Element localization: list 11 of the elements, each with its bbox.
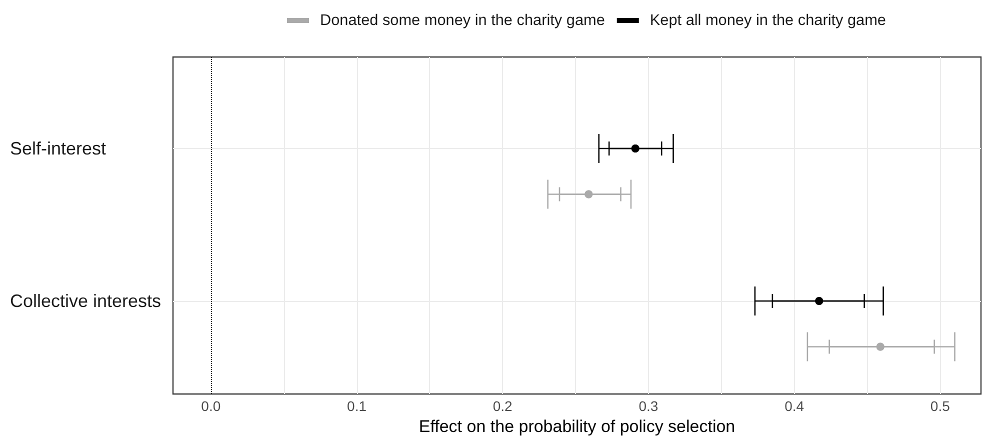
y-tick-label: Collective interests bbox=[10, 290, 162, 311]
y-tick-label: Self-interest bbox=[10, 138, 106, 158]
x-tick-label: 0.2 bbox=[492, 398, 513, 414]
x-tick-label: 0.5 bbox=[930, 398, 950, 414]
legend-label: Donated some money in the charity game bbox=[320, 12, 605, 29]
x-tick-label: 0.4 bbox=[784, 398, 804, 414]
x-tick-label: 0.1 bbox=[347, 398, 367, 414]
x-tick-label: 0.3 bbox=[638, 398, 658, 414]
x-axis-title: Effect on the probability of policy selection bbox=[418, 416, 736, 436]
legend-label: Kept all money in the charity game bbox=[650, 12, 886, 29]
x-tick-label: 0.0 bbox=[201, 398, 221, 414]
